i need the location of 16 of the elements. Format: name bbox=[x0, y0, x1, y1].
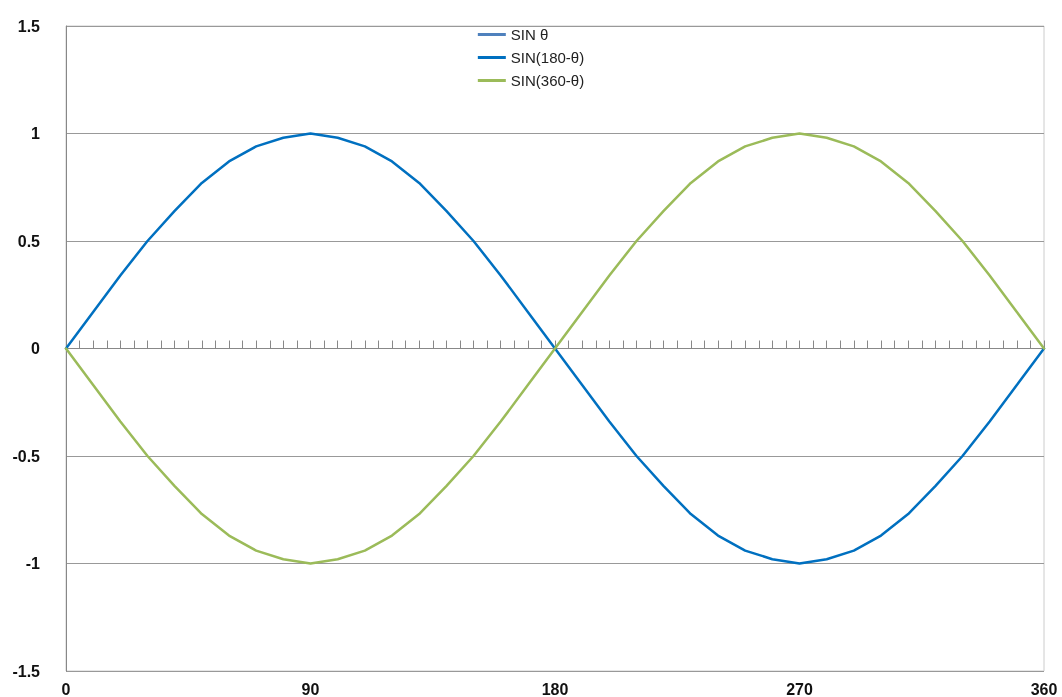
legend-label: SIN(360-θ) bbox=[510, 72, 585, 89]
y-tick-label: -1.5 bbox=[12, 662, 41, 680]
legend-label: SIN(180-θ) bbox=[510, 49, 585, 66]
x-tick-label: 90 bbox=[301, 680, 320, 697]
x-tick-label: 180 bbox=[541, 680, 569, 697]
y-tick-label: 0 bbox=[31, 340, 41, 357]
y-tick-label: -1 bbox=[25, 555, 41, 572]
x-tick-label: 270 bbox=[786, 680, 813, 697]
legend-label: SIN θ bbox=[510, 26, 549, 43]
y-tick-label: -0.5 bbox=[12, 447, 41, 465]
y-tick-label: 1.5 bbox=[17, 17, 41, 35]
y-tick-label: 0.5 bbox=[17, 232, 41, 250]
x-tick-label: 360 bbox=[1030, 680, 1058, 697]
y-tick-label: 1 bbox=[31, 125, 41, 142]
x-tick-label: 0 bbox=[61, 680, 71, 697]
line-series bbox=[64, 132, 1046, 565]
